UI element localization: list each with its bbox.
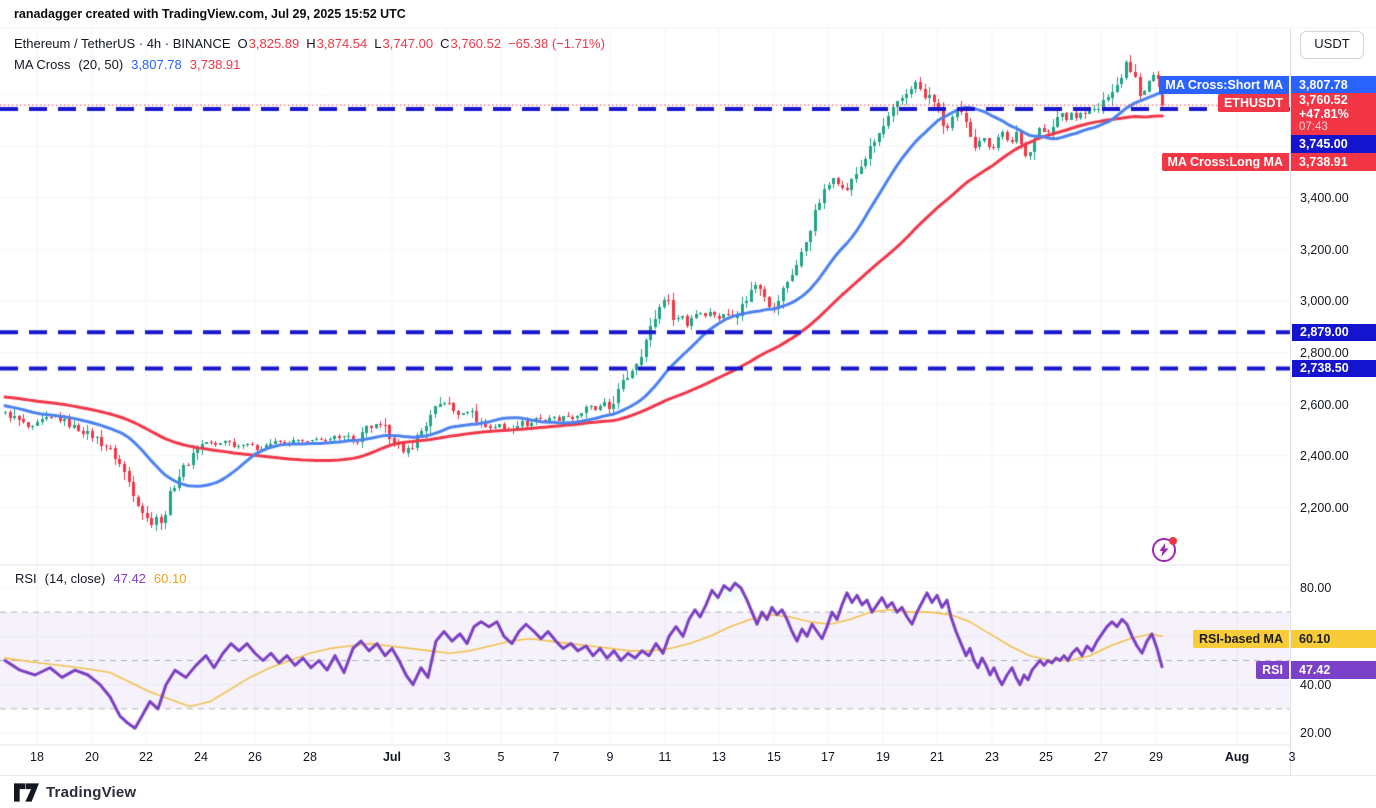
time-tick: 17	[821, 750, 835, 764]
time-tick: 20	[85, 750, 99, 764]
price-tick: 2,600.00	[1300, 398, 1349, 412]
rsi-flag: RSI	[1256, 661, 1289, 679]
last-price-label: 3,760.52 +47.81% 07:43	[1291, 93, 1376, 137]
time-tick: 24	[194, 750, 208, 764]
symbol-legend[interactable]: Ethereum / TetherUS · 4h · BINANCE O 3,82…	[14, 36, 605, 51]
last-price-value: 3,760.52	[1299, 93, 1348, 107]
rsi-ma-value: 60.10	[153, 571, 187, 586]
ma-long-flag: MA Cross:Long MA	[1161, 153, 1289, 171]
footer-bar: TradingView	[0, 775, 1376, 808]
currency-toggle-button[interactable]: USDT	[1300, 31, 1364, 59]
price-tick: 2,800.00	[1300, 346, 1349, 360]
time-tick: Jul	[382, 750, 402, 764]
ma-long-price-label: 3,738.91	[1291, 153, 1376, 171]
price-tick: 20.00	[1300, 726, 1332, 740]
time-tick: 11	[658, 750, 672, 764]
ohlc-high: H 3,874.54	[306, 36, 368, 51]
time-tick: 18	[30, 750, 44, 764]
ma-short-value: 3,807.78	[131, 57, 182, 72]
price-tick: 40.00	[1300, 678, 1332, 692]
time-tick: 21	[930, 750, 944, 764]
time-tick: 7	[552, 750, 560, 764]
time-tick: 22	[139, 750, 153, 764]
time-tick: 27	[1094, 750, 1108, 764]
level-price-tick: 2,879.00	[1292, 324, 1376, 341]
ohlc-low: L 3,747.00	[374, 36, 434, 51]
price-change: −65.38 (−1.71%)	[508, 36, 605, 51]
time-tick: 3	[1288, 750, 1296, 764]
spark-bolt-icon[interactable]	[1152, 537, 1177, 562]
tradingview-logo-icon[interactable]	[14, 782, 39, 802]
attribution-text: ranadagger created with TradingView.com,…	[14, 7, 406, 21]
time-tick: 29	[1149, 750, 1163, 764]
symbol-price-flag: ETHUSDT	[1217, 94, 1289, 112]
time-tick: 13	[712, 750, 726, 764]
time-tick: 25	[1039, 750, 1053, 764]
price-tick: 2,400.00	[1300, 449, 1349, 463]
ma-short-flag: MA Cross:Short MA	[1159, 76, 1289, 94]
bar-countdown: 07:43	[1299, 121, 1328, 133]
ma-cross-legend[interactable]: MA Cross (20, 50) 3,807.78 3,738.91	[14, 57, 240, 72]
level-price-tick: 2,738.50	[1292, 360, 1376, 377]
symbol-title: Ethereum / TetherUS · 4h · BINANCE	[14, 36, 231, 51]
ma-cross-params: (20, 50)	[78, 57, 124, 72]
time-tick: 26	[248, 750, 262, 764]
price-tick: 80.00	[1300, 581, 1332, 595]
ma-long-value: 3,738.91	[189, 57, 241, 72]
time-tick: 15	[767, 750, 781, 764]
rsi-title: RSI	[15, 571, 37, 586]
price-tick: 3,400.00	[1300, 191, 1349, 205]
ma-cross-title: MA Cross	[14, 57, 71, 72]
price-tick: 3,200.00	[1300, 243, 1349, 257]
time-tick: 5	[497, 750, 505, 764]
time-tick: 23	[985, 750, 999, 764]
rsi-ma-flag: RSI-based MA	[1192, 630, 1289, 648]
time-tick: 3	[443, 750, 451, 764]
rsi-value-label: 47.42	[1291, 661, 1376, 679]
ohlc-close: C 3,760.52	[440, 36, 502, 51]
time-tick: Aug	[1224, 750, 1250, 764]
tradingview-brand-text[interactable]: TradingView	[46, 783, 137, 801]
rsi-params: (14, close)	[44, 571, 106, 586]
last-price-change: +47.81%	[1299, 106, 1349, 121]
time-tick: 28	[303, 750, 317, 764]
rsi-value: 47.42	[113, 571, 146, 586]
price-tick: 3,000.00	[1300, 294, 1349, 308]
ohlc-open: O 3,825.89	[237, 36, 300, 51]
time-tick: 9	[606, 750, 614, 764]
level-3745-label: 3,745.00	[1291, 135, 1376, 153]
rsi-legend[interactable]: RSI (14, close) 47.42 60.10	[15, 571, 186, 586]
rsi-ma-value-label: 60.10	[1291, 630, 1376, 648]
time-tick: 19	[876, 750, 890, 764]
ma-short-price-label: 3,807.78	[1291, 76, 1376, 94]
price-tick: 2,200.00	[1300, 501, 1349, 515]
